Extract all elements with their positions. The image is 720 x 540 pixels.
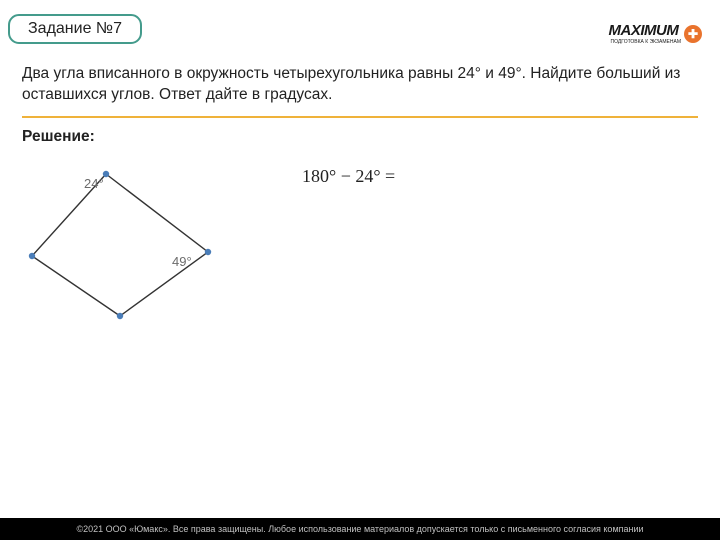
logo-text: MAXIMUM bbox=[609, 22, 681, 39]
problem-statement: Два угла вписанного в окружность четырех… bbox=[22, 64, 698, 106]
svg-text:24°: 24° bbox=[84, 176, 104, 191]
calculation-formula: 180° − 24° = bbox=[302, 166, 395, 332]
geometry-diagram: 24° 49° bbox=[12, 152, 232, 332]
copyright-text: ©2021 ООО «Юмакс». Все права защищены. Л… bbox=[76, 524, 643, 534]
brand-logo: MAXIMUM ПОДГОТОВКА К ЭКЗАМЕНАМ ✚ bbox=[609, 22, 702, 45]
logo-subtitle: ПОДГОТОВКА К ЭКЗАМЕНАМ bbox=[611, 39, 681, 45]
svg-text:49°: 49° bbox=[172, 254, 192, 269]
task-badge: Задание №7 bbox=[8, 14, 142, 44]
footer-bar: ©2021 ООО «Юмакс». Все права защищены. Л… bbox=[0, 518, 720, 540]
plus-icon: ✚ bbox=[684, 25, 702, 43]
solution-heading: Решение: bbox=[22, 128, 720, 146]
section-divider bbox=[22, 116, 698, 118]
